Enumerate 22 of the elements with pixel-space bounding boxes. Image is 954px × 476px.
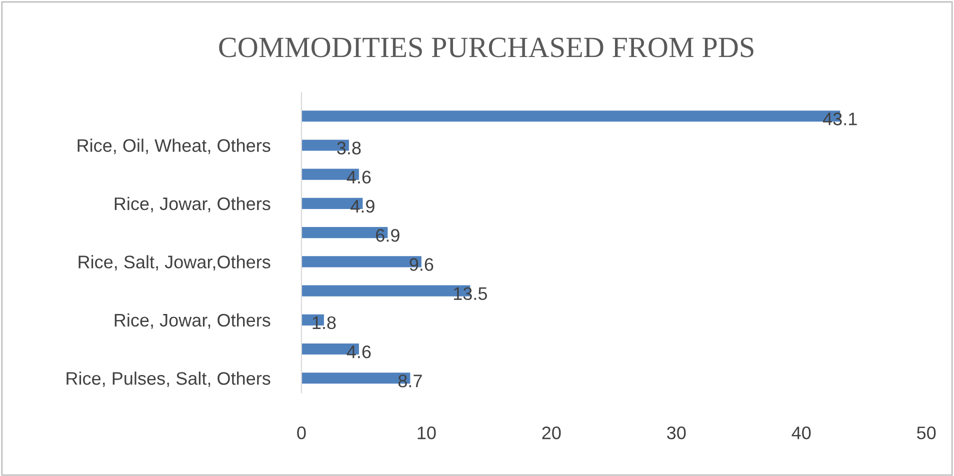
data-label: 9.6 xyxy=(410,258,434,271)
data-label: 4.6 xyxy=(346,170,371,184)
data-label: 4.9 xyxy=(350,200,374,213)
data-label: 4.6 xyxy=(346,345,371,358)
y-tick-label: Rice, Oil, Wheat, Others xyxy=(78,138,270,154)
data-label: 1.8 xyxy=(312,316,336,330)
x-tick-label: 10 xyxy=(418,426,436,440)
data-label: 13.5 xyxy=(454,287,487,300)
y-tick-label: Rice, Pulses, Salt, Others xyxy=(66,372,270,387)
x-tick-label: 20 xyxy=(542,426,561,440)
x-tick-label: 40 xyxy=(792,426,811,440)
chart-title: COMMODITIES PURCHASED FROM PDS xyxy=(219,38,754,58)
x-tick-label: 50 xyxy=(917,426,936,440)
y-tick-label: Rice, Salt, Jowar,Others xyxy=(78,255,270,271)
y-tick-label: Rice, Jowar, Others xyxy=(114,313,270,329)
data-label: 43.1 xyxy=(822,112,857,126)
data-label: 3.8 xyxy=(337,142,361,154)
x-tick-label: 0 xyxy=(297,426,306,440)
x-tick-label: 30 xyxy=(667,426,686,440)
y-tick-label: Rice, Jowar, Others xyxy=(114,196,270,212)
data-label: 8.7 xyxy=(398,374,422,388)
data-label: 6.9 xyxy=(376,229,400,242)
